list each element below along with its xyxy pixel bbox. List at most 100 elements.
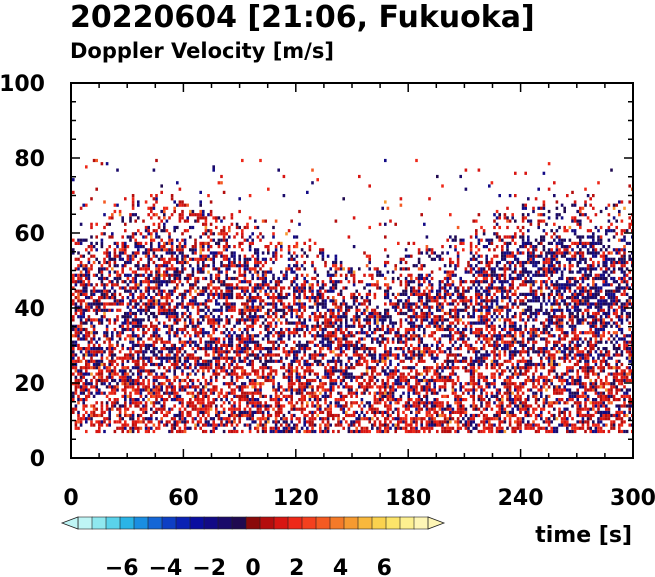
velocity-cell — [238, 308, 241, 312]
velocity-cell — [345, 286, 348, 290]
velocity-cell — [300, 315, 304, 319]
velocity-cell — [228, 229, 231, 233]
velocity-cell — [79, 238, 83, 242]
velocity-cell — [246, 398, 249, 402]
velocity-cell — [282, 308, 286, 312]
velocity-cell — [199, 308, 202, 312]
velocity-cell — [90, 197, 93, 201]
velocity-cell — [228, 283, 231, 287]
velocity-cell — [124, 353, 127, 357]
velocity-cell — [108, 420, 111, 424]
velocity-cell — [103, 334, 106, 338]
velocity-cell — [152, 289, 156, 293]
velocity-cell — [170, 423, 174, 427]
velocity-cell — [225, 241, 228, 245]
velocity-cell — [212, 347, 215, 351]
velocity-cell — [77, 292, 80, 296]
velocity-cell — [209, 276, 213, 281]
velocity-cell — [334, 334, 338, 338]
velocity-cell — [308, 378, 312, 383]
velocity-cell — [220, 404, 223, 408]
velocity-cell — [220, 260, 223, 265]
velocity-cell — [155, 388, 158, 392]
velocity-cell — [77, 420, 80, 424]
velocity-cell — [339, 289, 343, 293]
velocity-cell — [181, 299, 184, 303]
velocity-cell — [345, 362, 348, 367]
velocity-cell — [311, 362, 314, 367]
velocity-cell — [352, 420, 356, 424]
velocity-cell — [397, 292, 400, 296]
velocity-cell — [303, 286, 306, 290]
velocity-cell — [137, 283, 140, 287]
velocity-cell — [425, 286, 429, 290]
velocity-cell — [417, 260, 421, 265]
velocity-cell — [163, 270, 166, 274]
velocity-cell — [238, 197, 241, 201]
velocity-cell — [428, 315, 431, 319]
velocity-cell — [243, 286, 247, 290]
velocity-cell — [407, 337, 410, 341]
velocity-cell — [433, 331, 436, 335]
velocity-cell — [295, 353, 299, 357]
velocity-cell — [150, 241, 153, 245]
velocity-cell — [173, 388, 176, 392]
velocity-cell — [391, 340, 395, 344]
velocity-cell — [441, 257, 444, 261]
velocity-cell — [381, 315, 384, 319]
velocity-cell — [144, 289, 148, 293]
velocity-cell — [282, 302, 286, 306]
velocity-cell — [303, 280, 306, 284]
velocity-cell — [108, 308, 111, 312]
velocity-cell — [259, 232, 262, 236]
velocity-cell — [410, 302, 413, 306]
velocity-cell — [368, 254, 371, 258]
velocity-cell — [436, 340, 439, 344]
velocity-cell — [295, 260, 299, 265]
velocity-cell — [139, 321, 143, 325]
velocity-cell — [113, 398, 117, 402]
velocity-cell — [209, 429, 213, 434]
velocity-cell — [280, 248, 283, 252]
velocity-cell — [371, 410, 374, 414]
velocity-cell — [308, 331, 312, 335]
velocity-cell — [124, 337, 127, 341]
velocity-cell — [212, 238, 215, 242]
velocity-cell — [116, 264, 119, 268]
velocity-cell — [170, 267, 174, 271]
velocity-cell — [183, 296, 187, 300]
velocity-cell — [160, 296, 163, 300]
velocity-cell — [394, 369, 397, 373]
velocity-cell — [358, 340, 361, 344]
velocity-cell — [264, 366, 267, 370]
velocity-cell — [280, 270, 283, 274]
velocity-cell — [100, 273, 104, 277]
velocity-cell — [202, 267, 205, 271]
velocity-cell — [235, 366, 239, 370]
velocity-cell — [295, 359, 299, 363]
velocity-cell — [209, 423, 213, 427]
velocity-cell — [150, 388, 153, 392]
velocity-cell — [319, 350, 322, 354]
velocity-cell — [235, 283, 239, 287]
velocity-cell — [269, 257, 273, 261]
velocity-cell — [72, 359, 75, 363]
velocity-cell — [178, 302, 182, 306]
velocity-cell — [342, 417, 345, 421]
velocity-cell — [293, 235, 296, 239]
velocity-cell — [173, 331, 176, 335]
velocity-cell — [103, 362, 106, 367]
velocity-cell — [386, 315, 390, 319]
velocity-cell — [92, 254, 96, 258]
velocity-cell — [425, 296, 429, 300]
velocity-cell — [204, 232, 208, 236]
velocity-cell — [194, 385, 197, 389]
velocity-cell — [209, 299, 213, 303]
velocity-cell — [282, 334, 286, 338]
velocity-cell — [129, 340, 132, 344]
velocity-cell — [113, 404, 117, 408]
velocity-cell — [194, 276, 197, 281]
velocity-cell — [126, 324, 130, 328]
velocity-cell — [142, 296, 145, 300]
velocity-cell — [274, 321, 278, 325]
